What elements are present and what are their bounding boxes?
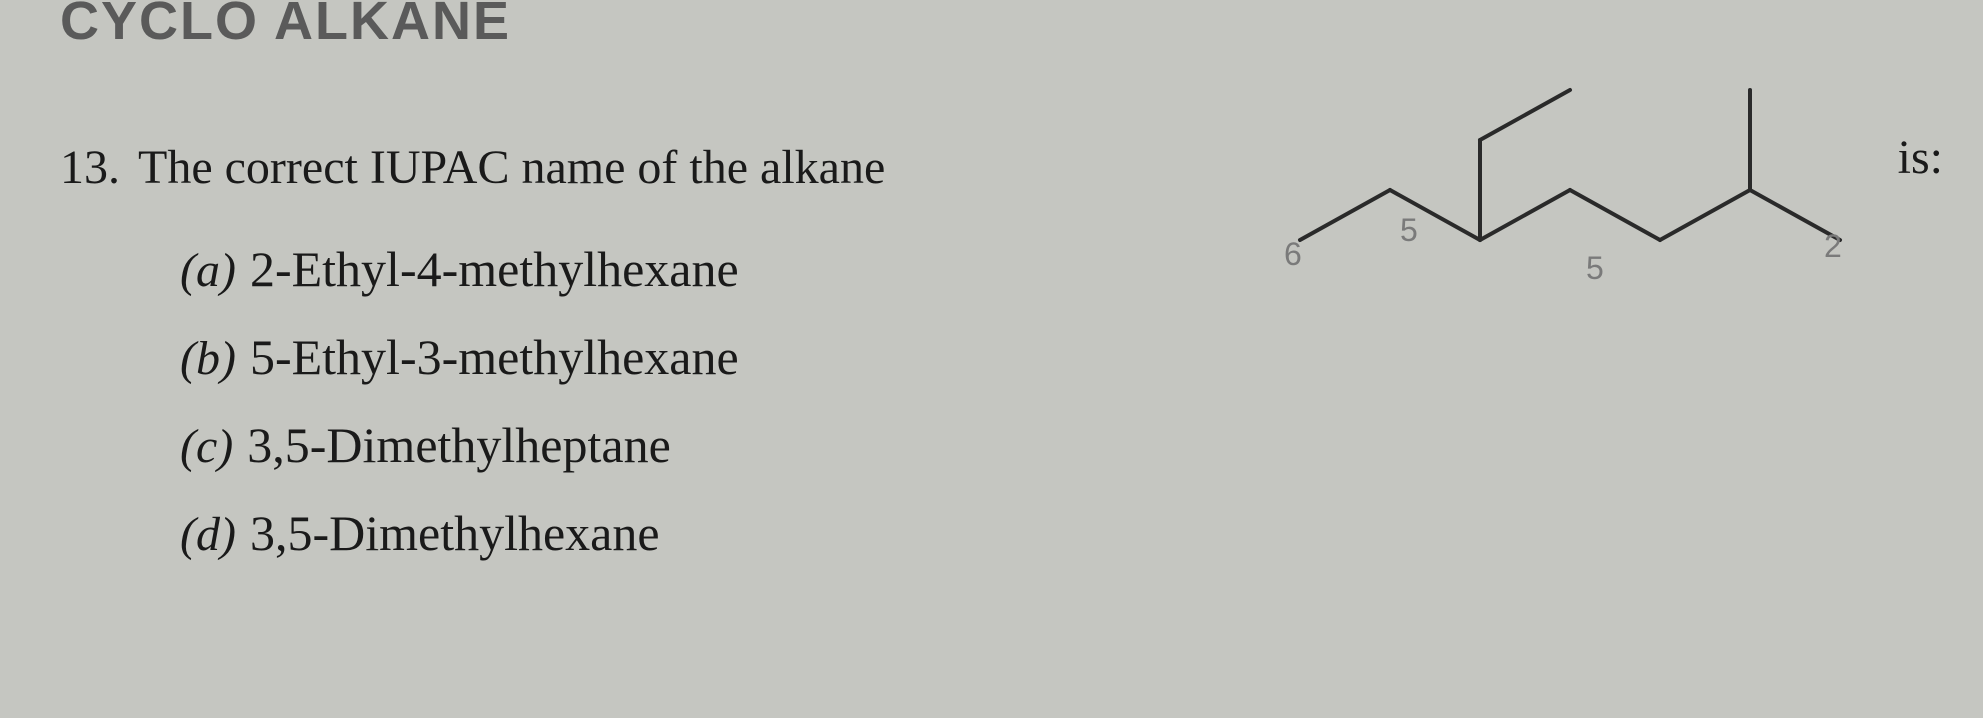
option-label: (b) xyxy=(180,331,236,386)
option-d: (d) 3,5-Dimethylhexane xyxy=(180,504,739,562)
option-label: (d) xyxy=(180,507,236,562)
options-list: (a) 2-Ethyl-4-methylhexane (b) 5-Ethyl-3… xyxy=(180,240,739,592)
pencil-number: 5 xyxy=(1400,212,1418,249)
option-text: 5-Ethyl-3-methylhexane xyxy=(250,328,739,386)
option-c: (c) 3,5-Dimethylheptane xyxy=(180,416,739,474)
pencil-number: 2 xyxy=(1824,228,1842,265)
page: CYCLO ALKANE 13. The correct IUPAC name … xyxy=(0,0,1983,718)
option-label: (c) xyxy=(180,419,233,474)
question-number: 13. xyxy=(60,140,120,195)
molecule-diagram xyxy=(1270,50,1910,270)
option-label: (a) xyxy=(180,243,236,298)
option-text: 3,5-Dimethylheptane xyxy=(247,416,671,474)
option-text: 3,5-Dimethylhexane xyxy=(250,504,660,562)
question-text: The correct IUPAC name of the alkane xyxy=(138,140,885,195)
pencil-number: 6 xyxy=(1284,236,1302,273)
option-text: 2-Ethyl-4-methylhexane xyxy=(250,240,739,298)
option-b: (b) 5-Ethyl-3-methylhexane xyxy=(180,328,739,386)
pencil-number: 5 xyxy=(1586,250,1604,287)
section-header: CYCLO ALKANE xyxy=(60,0,511,52)
option-a: (a) 2-Ethyl-4-methylhexane xyxy=(180,240,739,298)
